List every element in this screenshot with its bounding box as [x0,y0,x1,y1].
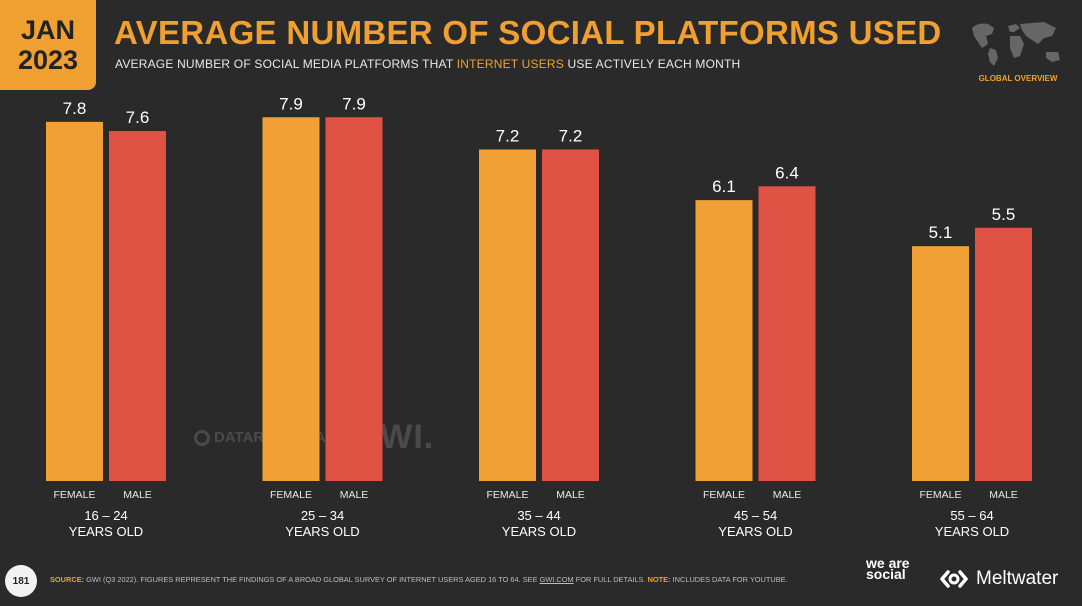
world-map-icon [972,22,1060,66]
bar-female-3 [695,200,753,481]
category-label-0: 16 – 24 [84,508,127,523]
value-label-female-2: 7.2 [496,126,520,145]
category-label-4: 55 – 64 [950,508,993,523]
bar-male-2 [542,149,599,481]
series-label-female-3: FEMALE [703,489,745,501]
value-label-female-1: 7.9 [279,94,303,113]
bar-male-0 [109,131,166,482]
date-badge: JAN 2023 [0,0,96,90]
badge-month: JAN [20,14,75,45]
meltwater-text: Meltwater [976,568,1059,589]
value-label-male-1: 7.9 [342,94,366,113]
category-suffix-1: YEARS OLD [285,524,359,539]
category-label-1: 25 – 34 [301,508,344,523]
source-after: FOR FULL DETAILS. [573,575,648,584]
bar-female-0 [46,121,103,481]
subtitle-part-2: USE ACTIVELY EACH MONTH [563,57,741,71]
bar-female-2 [479,149,536,481]
source-label: SOURCE: [50,575,85,584]
footer-source: SOURCE: GWI (Q3 2022). FIGURES REPRESENT… [50,575,840,584]
category-label-2: 35 – 44 [517,508,560,523]
series-label-male-0: MALE [123,489,152,501]
value-label-female-3: 6.1 [712,177,736,196]
value-label-female-4: 5.1 [929,223,953,242]
series-label-female-1: FEMALE [270,489,312,501]
value-label-male-4: 5.5 [992,205,1016,224]
bar-female-1 [262,117,320,481]
series-label-female-2: FEMALE [486,489,528,501]
region-label: GLOBAL OVERVIEW [978,74,1058,83]
bar-male-1 [325,117,383,481]
bar-female-4 [912,246,969,481]
bar-male-3 [758,186,816,482]
page-title: AVERAGE NUMBER OF SOCIAL PLATFORMS USED [114,14,942,51]
value-label-female-0: 7.8 [63,99,87,118]
value-label-male-0: 7.6 [126,108,150,127]
bar-male-4 [975,227,1032,481]
meltwater-icon [940,570,968,588]
series-label-male-1: MALE [340,489,369,501]
badge-year: 2023 [17,44,79,75]
category-suffix-3: YEARS OLD [718,524,792,539]
page-subtitle: AVERAGE NUMBER OF SOCIAL MEDIA PLATFORMS… [115,57,740,71]
source-link[interactable]: GWI.COM [539,575,574,584]
series-label-male-3: MALE [773,489,802,501]
series-label-female-4: FEMALE [919,489,961,501]
subtitle-part-1: AVERAGE NUMBER OF SOCIAL MEDIA PLATFORMS… [115,57,457,71]
category-suffix-0: YEARS OLD [69,524,143,539]
page-number: 181 [5,565,37,597]
subtitle-highlight: INTERNET USERS [456,57,564,71]
series-label-male-2: MALE [556,489,585,501]
category-label-3: 45 – 54 [734,508,777,523]
source-text: GWI (Q3 2022). FIGURES REPRESENT THE FIN… [84,575,540,584]
we-are-social-logo: we are social [866,555,910,582]
category-suffix-2: YEARS OLD [502,524,576,539]
series-label-male-4: MALE [989,489,1018,501]
note-text: INCLUDES DATA FOR YOUTUBE. [670,575,788,584]
value-label-male-3: 6.4 [775,163,799,182]
note-label: NOTE: [647,575,671,584]
meltwater-logo: Meltwater [936,568,1058,590]
datareportal-icon [194,429,210,446]
value-label-male-2: 7.2 [559,126,583,145]
series-label-female-0: FEMALE [53,489,95,501]
category-suffix-4: YEARS OLD [935,524,1009,539]
